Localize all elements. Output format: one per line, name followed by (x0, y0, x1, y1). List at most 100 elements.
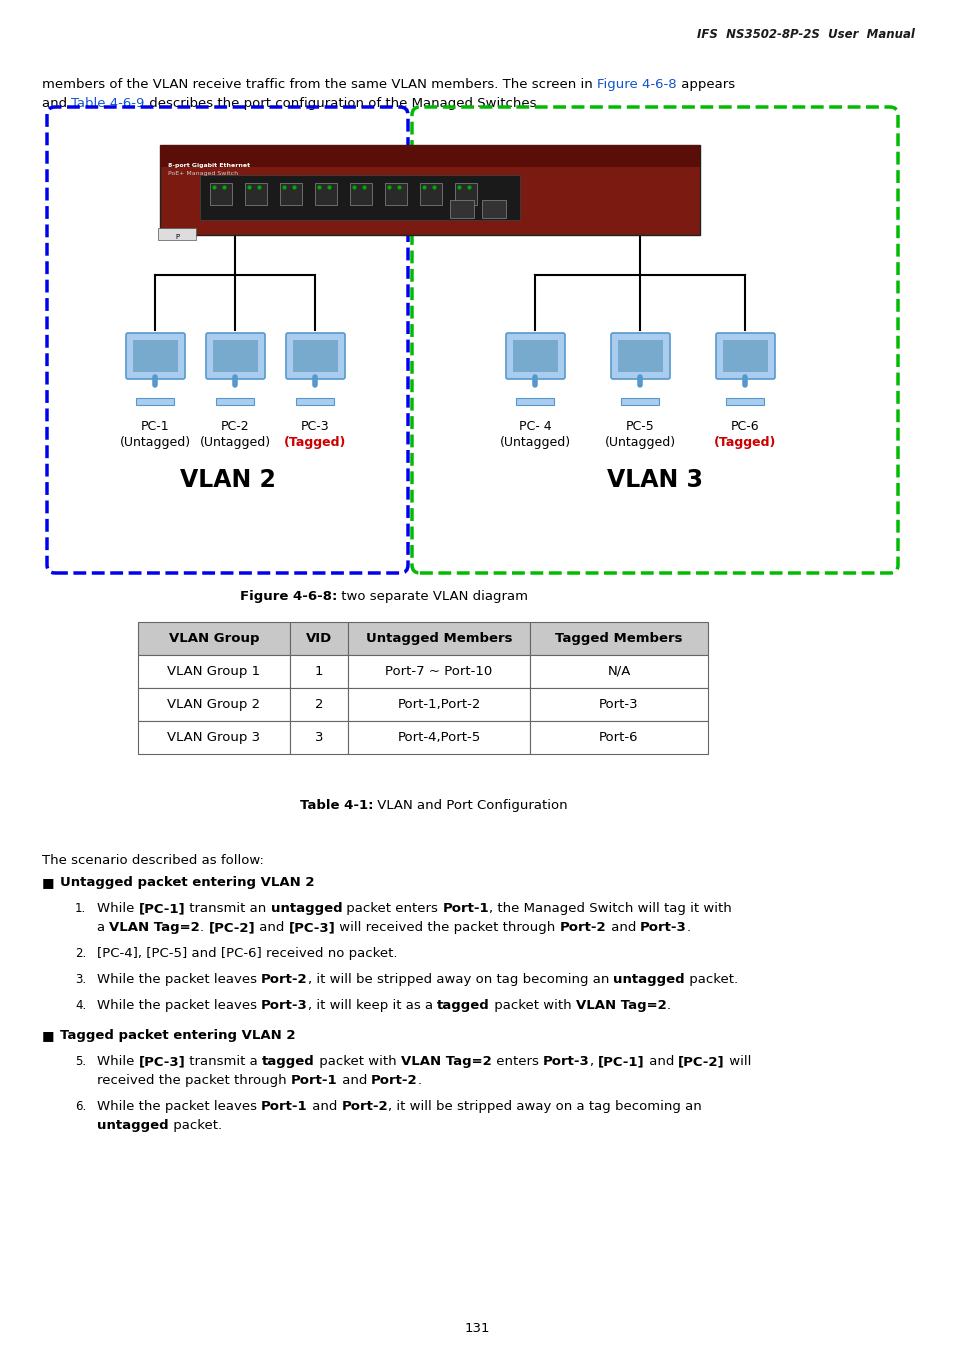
Text: 4.: 4. (75, 999, 86, 1012)
Text: PC-2: PC-2 (220, 420, 249, 433)
Bar (136, 398, 173, 405)
Text: Port-6: Port-6 (598, 730, 639, 744)
FancyBboxPatch shape (126, 333, 185, 379)
Text: Port-2: Port-2 (559, 921, 606, 934)
Text: Tagged Members: Tagged Members (555, 632, 682, 645)
Bar (530, 721, 707, 755)
Bar (618, 340, 662, 373)
Text: PC-6: PC-6 (730, 420, 759, 433)
Text: Tagged packet entering VLAN 2: Tagged packet entering VLAN 2 (60, 1029, 295, 1042)
Text: (Untagged): (Untagged) (604, 436, 675, 450)
Text: transmit an: transmit an (185, 902, 271, 915)
Text: ,: , (589, 1054, 598, 1068)
Bar (348, 622, 530, 655)
Bar (138, 655, 290, 688)
Text: PC-3: PC-3 (300, 420, 329, 433)
Text: [PC-3]: [PC-3] (138, 1054, 185, 1068)
Text: (Tagged): (Tagged) (713, 436, 776, 450)
Text: untagged: untagged (97, 1119, 169, 1133)
Text: untagged: untagged (271, 902, 342, 915)
Bar (138, 622, 290, 655)
Text: Port-1: Port-1 (442, 902, 489, 915)
FancyBboxPatch shape (286, 333, 345, 379)
Text: .: . (200, 921, 209, 934)
Bar (295, 398, 334, 405)
Text: IFS  NS3502-8P-2S  User  Manual: IFS NS3502-8P-2S User Manual (697, 28, 914, 40)
Text: [PC-4], [PC-5] and [PC-6] received no packet.: [PC-4], [PC-5] and [PC-6] received no pa… (97, 946, 397, 960)
Text: transmit a: transmit a (185, 1054, 262, 1068)
Text: Figure 4-6-8:: Figure 4-6-8: (240, 590, 337, 603)
Bar (725, 398, 763, 405)
Text: The scenario described as follow:: The scenario described as follow: (42, 855, 264, 867)
Text: (Tagged): (Tagged) (283, 436, 346, 450)
Text: VLAN Tag=2: VLAN Tag=2 (110, 921, 200, 934)
Bar (530, 688, 707, 721)
Text: VLAN Group 3: VLAN Group 3 (168, 730, 260, 744)
Bar (213, 340, 257, 373)
Bar (290, 655, 348, 688)
Bar (481, 200, 505, 217)
Text: Table 4-6-9: Table 4-6-9 (71, 97, 145, 109)
Text: 3: 3 (314, 730, 323, 744)
Bar (385, 184, 407, 205)
Text: Port-2: Port-2 (371, 1075, 417, 1087)
Text: and: and (606, 921, 639, 934)
Text: VLAN Group 2: VLAN Group 2 (168, 698, 260, 711)
Text: [PC-1]: [PC-1] (138, 902, 185, 915)
Text: 8-port Gigabit Ethernet: 8-port Gigabit Ethernet (168, 163, 250, 167)
Text: packet with: packet with (490, 999, 576, 1012)
FancyBboxPatch shape (610, 333, 669, 379)
Text: packet enters: packet enters (342, 902, 442, 915)
FancyBboxPatch shape (716, 333, 774, 379)
Text: While the packet leaves: While the packet leaves (97, 1100, 261, 1112)
Text: While the packet leaves: While the packet leaves (97, 999, 261, 1012)
Text: [PC-1]: [PC-1] (598, 1054, 644, 1068)
Text: VLAN and Port Configuration: VLAN and Port Configuration (374, 799, 568, 811)
Text: PC-5: PC-5 (625, 420, 654, 433)
Bar (290, 622, 348, 655)
Text: Port-3: Port-3 (261, 999, 308, 1012)
Bar (348, 688, 530, 721)
Bar (210, 184, 232, 205)
Text: 2: 2 (314, 698, 323, 711)
Text: describes the port configuration of the Managed Switches.: describes the port configuration of the … (145, 97, 539, 109)
Text: .: . (686, 921, 690, 934)
Text: , it will be stripped away on a tag becoming an: , it will be stripped away on a tag beco… (388, 1100, 701, 1112)
Text: While: While (97, 1054, 138, 1068)
Bar (215, 398, 253, 405)
Bar (419, 184, 441, 205)
Bar (132, 340, 178, 373)
Text: (Untagged): (Untagged) (199, 436, 271, 450)
Text: PC-1: PC-1 (140, 420, 169, 433)
Text: VID: VID (306, 632, 332, 645)
Text: tagged: tagged (262, 1054, 314, 1068)
Text: packet.: packet. (684, 973, 738, 985)
Text: [PC-2]: [PC-2] (678, 1054, 724, 1068)
Text: Untagged Members: Untagged Members (365, 632, 512, 645)
Text: ■: ■ (42, 876, 54, 890)
Text: and: and (254, 921, 289, 934)
Text: Untagged packet entering VLAN 2: Untagged packet entering VLAN 2 (60, 876, 314, 890)
Text: received the packet through: received the packet through (97, 1075, 291, 1087)
Text: (Untagged): (Untagged) (119, 436, 191, 450)
Bar (513, 340, 558, 373)
Text: 1.: 1. (75, 902, 86, 915)
Bar (200, 176, 519, 220)
Bar (160, 144, 700, 167)
Text: two separate VLAN diagram: two separate VLAN diagram (337, 590, 528, 603)
Text: , it will keep it as a: , it will keep it as a (308, 999, 436, 1012)
Bar (530, 655, 707, 688)
Text: VLAN Group 1: VLAN Group 1 (168, 666, 260, 678)
Text: Port-3: Port-3 (639, 921, 686, 934)
Text: [PC-3]: [PC-3] (289, 921, 335, 934)
Text: While the packet leaves: While the packet leaves (97, 973, 261, 985)
Text: 1: 1 (314, 666, 323, 678)
Text: and: and (337, 1075, 371, 1087)
Text: N/A: N/A (607, 666, 630, 678)
Text: appears: appears (676, 78, 734, 90)
Bar (138, 721, 290, 755)
Bar (245, 184, 267, 205)
Text: , it will be stripped away on tag becoming an: , it will be stripped away on tag becomi… (308, 973, 613, 985)
Text: Port-1,Port-2: Port-1,Port-2 (396, 698, 480, 711)
Text: tagged: tagged (436, 999, 490, 1012)
